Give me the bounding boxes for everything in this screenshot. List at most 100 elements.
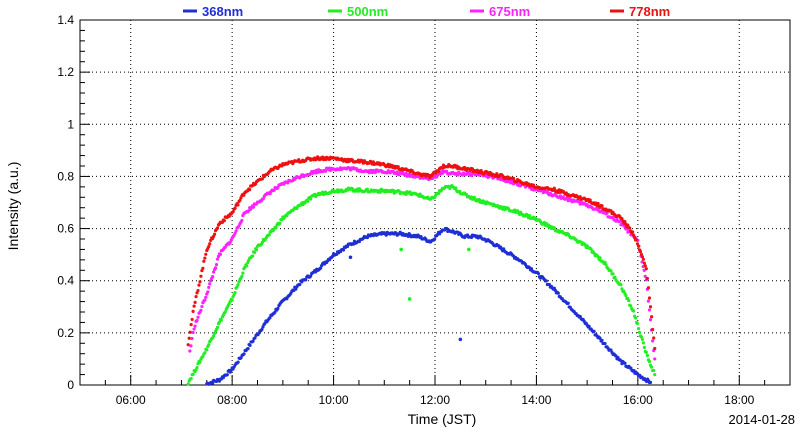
data-point [556,291,560,295]
data-point [198,360,202,364]
data-point [201,266,205,270]
data-point [188,349,192,353]
data-point [495,172,499,176]
data-point [596,201,600,206]
series-778nm [186,155,657,351]
data-point [640,337,645,341]
data-point [278,221,282,225]
data-point [237,280,241,284]
plot-frame [79,19,791,386]
data-point [215,226,220,230]
data-point [371,160,375,164]
data-point [587,324,591,328]
data-point [627,298,631,303]
data-point [618,219,622,223]
data-point [628,226,632,230]
data-point [252,250,257,254]
data-point [240,274,244,278]
data-point [268,316,272,320]
data-point [248,343,252,347]
data-point [267,233,271,237]
data-point [647,296,652,300]
data-point [652,368,656,373]
data-point [190,336,194,341]
x-tick-label: 12:00 [420,393,450,407]
data-point [652,336,656,340]
data-point [309,197,313,201]
data-point [298,283,302,287]
y-tick-label: 1.2 [57,65,74,79]
data-point [211,381,215,385]
data-point [197,283,201,287]
data-point [191,372,195,376]
data-point [565,196,569,200]
data-point [623,361,627,365]
data-point [189,344,193,348]
data-point [578,195,582,199]
data-point [345,244,350,249]
data-point [600,204,604,208]
data-point [248,188,252,192]
data-point [566,301,570,305]
data-point [212,270,216,274]
x-axis-label: Time (JST) [408,411,477,427]
legend-label: 675nm [489,4,530,19]
data-point [620,287,624,291]
data-point [341,248,346,252]
data-point [207,244,211,249]
data-point [215,257,220,261]
data-point [324,169,328,173]
grid [80,20,790,385]
y-tick-label: 0.2 [57,326,74,340]
data-point [196,315,200,319]
y-tick-label: 0.6 [57,222,74,236]
data-point [436,191,441,195]
data-point [204,295,208,299]
data-point [242,352,246,356]
data-point [633,316,638,320]
x-tick-label: 16:00 [623,393,653,407]
data-point [195,318,199,323]
data-point [246,346,250,351]
data-point [251,254,255,258]
data-point [598,336,602,340]
data-point [274,225,278,229]
data-point [651,327,655,332]
data-point [649,315,654,319]
y-tick-label: 1.4 [57,13,74,27]
data-point [544,279,548,283]
x-tick-label: 08:00 [217,393,247,407]
data-point [254,248,259,252]
data-point [631,230,635,234]
data-point [208,282,212,286]
data-point [273,310,277,314]
outlier-point [467,247,471,252]
data-point [636,327,641,331]
data-point [261,197,265,201]
series-368nm [205,226,653,386]
data-point [194,295,198,299]
data-point [240,218,244,223]
data-point [651,339,655,343]
data-point [648,380,653,384]
data-point [552,226,556,230]
data-point [252,205,256,209]
data-point [236,283,240,287]
data-point [648,318,653,322]
data-point [647,359,652,364]
data-point [222,219,226,223]
data-point [373,170,377,175]
data-point [286,181,290,185]
data-point [241,271,245,275]
data-point [653,372,657,377]
data-point [613,275,617,280]
data-point [238,198,242,202]
data-point [272,188,276,192]
data-point [208,242,212,246]
data-point [641,257,645,261]
data-point [395,170,399,174]
data-point [645,353,649,358]
data-point [637,330,642,334]
data-point [632,309,636,313]
data-point [633,235,637,239]
